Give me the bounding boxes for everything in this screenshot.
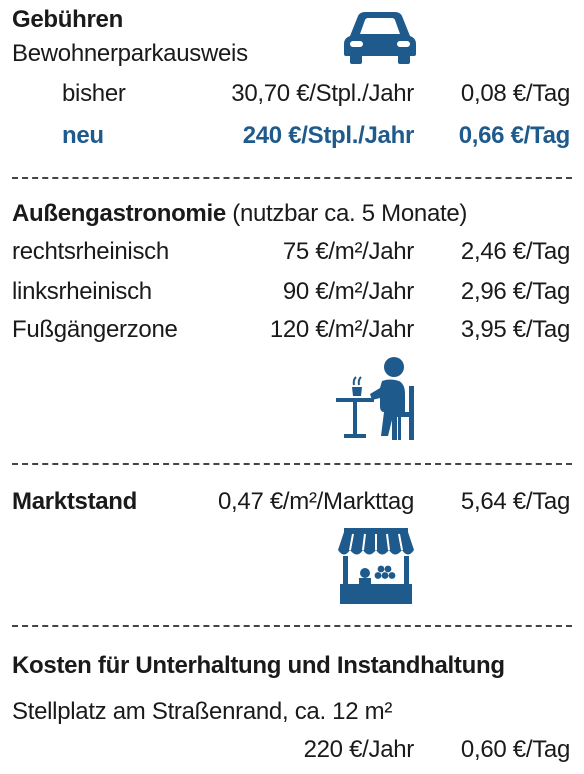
outdoor-row-per-year: 90 €/m²/Jahr — [282, 278, 414, 305]
section-divider — [12, 177, 572, 179]
market-title: Marktstand — [12, 488, 138, 515]
fees-subtitle: Bewohnerparkausweis — [12, 40, 248, 67]
upkeep-per-year: 220 €/Jahr — [303, 736, 415, 763]
upkeep-per-day: 0,60 €/Tag — [460, 736, 570, 763]
upkeep-subtitle: Stellplatz am Straßenrand, ca. 12 m² — [12, 698, 393, 725]
outdoor-row-label: rechtsrheinisch — [12, 238, 169, 265]
outdoor-row-per-day: 2,96 €/Tag — [460, 278, 570, 305]
market-per-day: 5,64 €/Tag — [460, 488, 570, 515]
fees-row-old-label: bisher — [62, 80, 126, 107]
outdoor-row-label: linksrheinisch — [12, 278, 152, 305]
fees-row-new-per-year: 240 €/Stpl./Jahr — [242, 122, 415, 149]
fees-row-old-per-year: 30,70 €/Stpl./Jahr — [231, 80, 414, 107]
market-per-day-area: 0,47 €/m²/Markttag — [217, 488, 414, 515]
fees-row-new-label: neu — [62, 122, 104, 149]
market-stall-icon — [338, 528, 414, 604]
outdoor-row-per-day: 2,46 €/Tag — [460, 238, 570, 265]
car-icon — [344, 12, 416, 64]
section-divider — [12, 625, 572, 627]
upkeep-title: Kosten für Unterhaltung und Instandhaltu… — [12, 652, 505, 679]
section-divider — [12, 463, 572, 465]
outdoor-row-per-year: 75 €/m²/Jahr — [282, 238, 414, 265]
outdoor-row-per-day: 3,95 €/Tag — [460, 316, 570, 343]
fees-title: Gebühren — [12, 6, 123, 33]
outdoor-note: (nutzbar ca. 5 Monate) — [232, 200, 468, 227]
outdoor-title: Außengastronomie — [12, 200, 226, 227]
outdoor-heading: Außengastronomie (nutzbar ca. 5 Monate) — [12, 200, 467, 228]
outdoor-row-label: Fußgängerzone — [12, 316, 178, 343]
outdoor-row-per-year: 120 €/m²/Jahr — [269, 316, 414, 343]
fees-row-new-per-day: 0,66 €/Tag — [458, 122, 571, 149]
cafe-guest-icon — [336, 357, 414, 440]
fees-row-old-per-day: 0,08 €/Tag — [460, 80, 570, 107]
